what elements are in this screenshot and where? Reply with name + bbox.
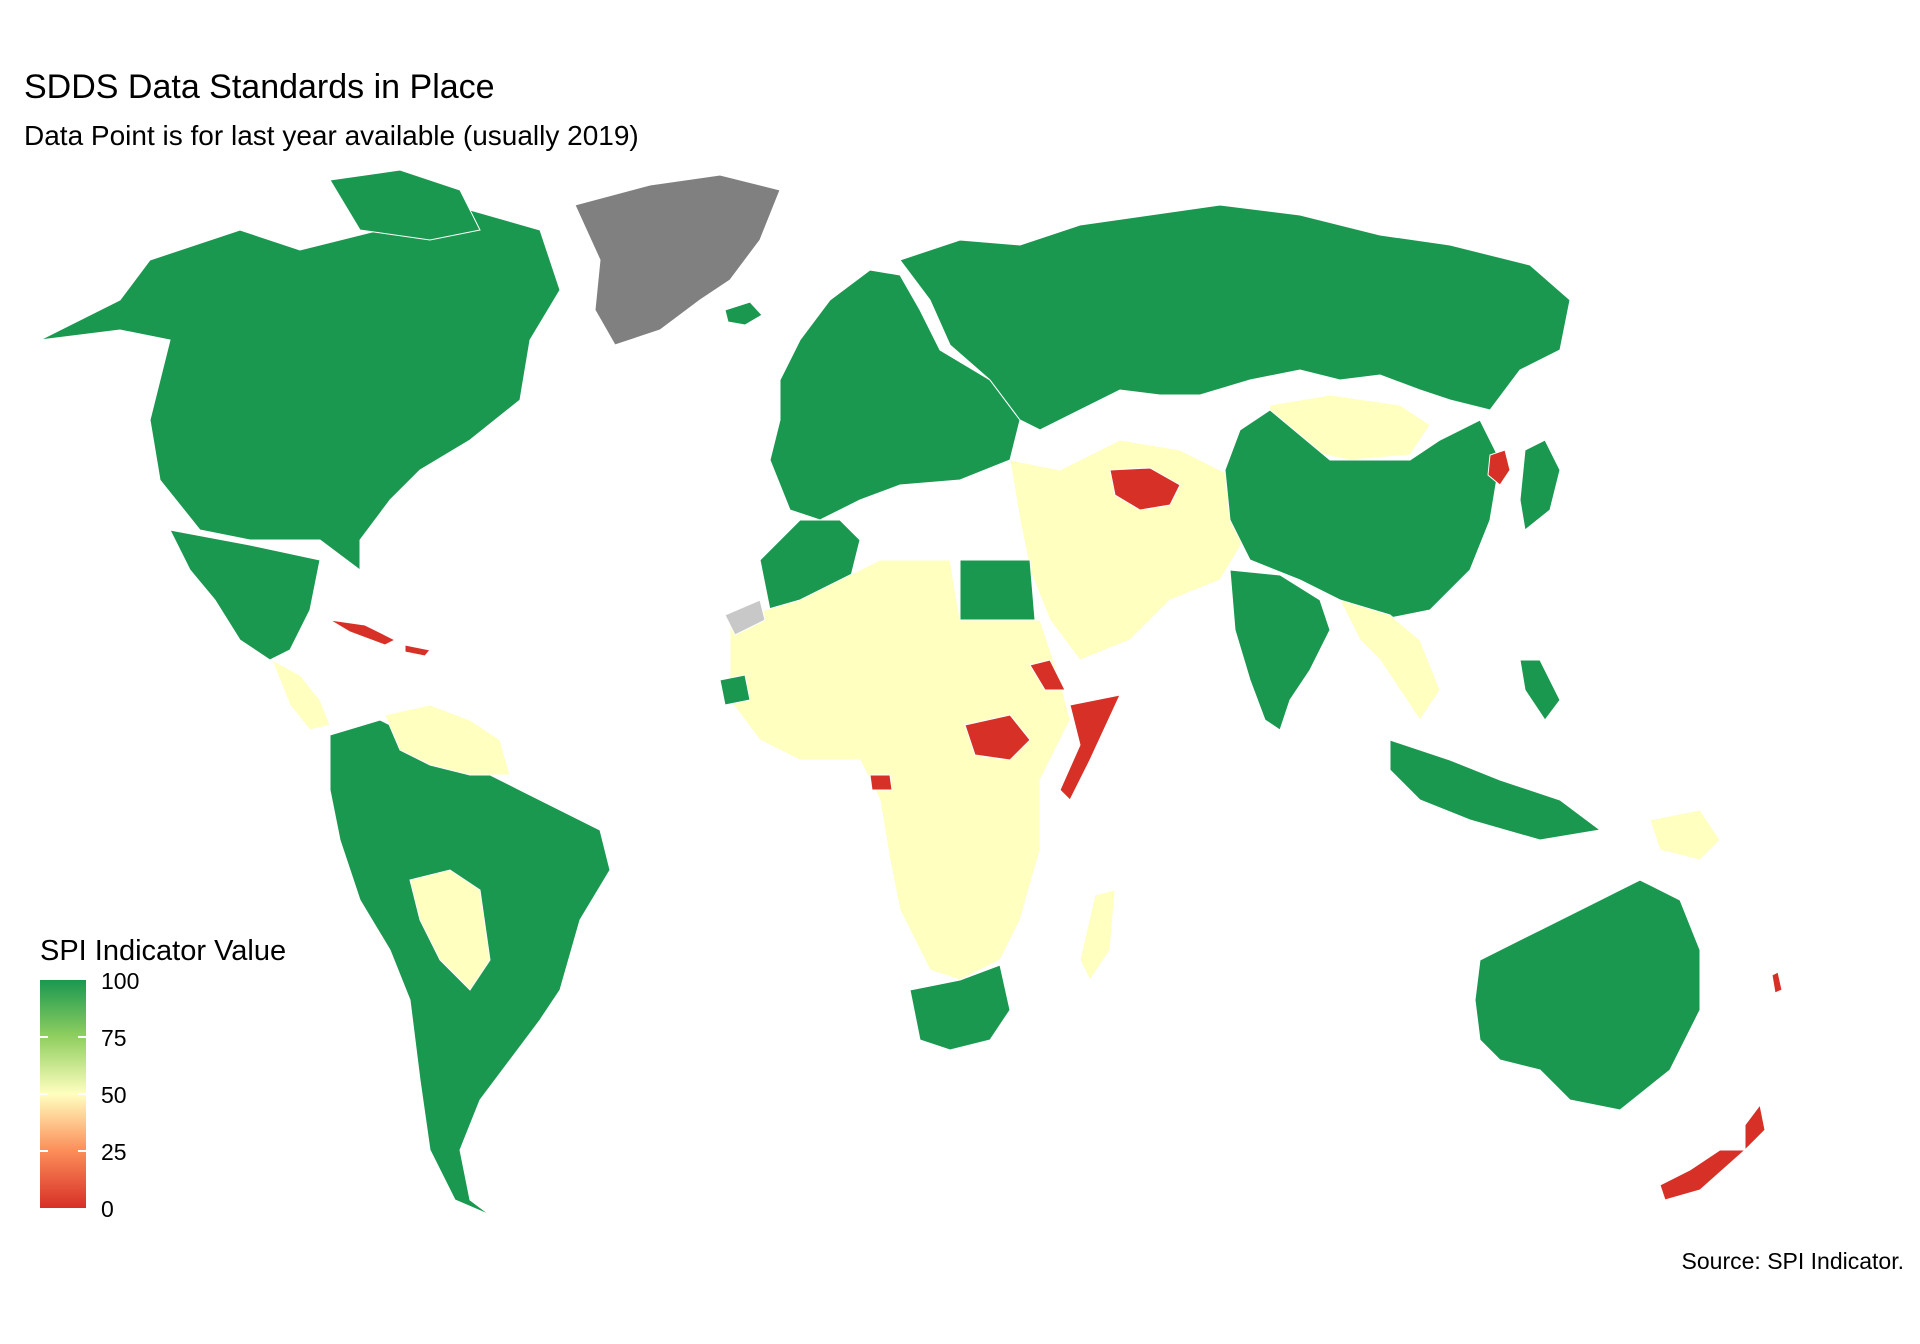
country-southern-africa-34 (909, 964, 1011, 1051)
country-gabon-33 (869, 774, 893, 791)
country-africa-sahel-central-27 (729, 559, 1071, 981)
country-somalia-32 (1059, 694, 1121, 801)
legend-title: SPI Indicator Value (40, 935, 287, 967)
country-mexico-central-2 (169, 529, 321, 661)
country-indonesia-philippines-20 (1389, 659, 1602, 841)
country-venezuela-guyanas-6 (384, 704, 511, 776)
country-eritrea-30 (1029, 659, 1066, 691)
legend-tick-0: 0 (101, 1196, 114, 1222)
country-bolivia-paraguay-7 (409, 869, 491, 991)
source-caption: Source: SPI Indicator. (1681, 1248, 1904, 1274)
country-north-korea-16 (1487, 449, 1511, 486)
country-greenland-8 (574, 174, 781, 346)
country-north-america-1 (329, 169, 481, 241)
country-india-18 (1229, 569, 1331, 731)
legend-color-bar (40, 980, 86, 1208)
legend-tick-75: 75 (101, 1025, 127, 1051)
legend-tick-100: 100 (101, 968, 140, 994)
country-western-sahara-28 (724, 599, 766, 636)
country-china-15 (1224, 409, 1501, 621)
country-southeast-asia-19 (1339, 599, 1441, 721)
legend-tick-50: 50 (101, 1082, 127, 1108)
country-egypt-26 (959, 559, 1036, 621)
country-japan-17 (1519, 439, 1561, 531)
country-australia-22 (1474, 879, 1701, 1111)
country-europe-10 (769, 269, 1021, 521)
country-vanuatu-24 (1771, 971, 1783, 994)
country-turkmenistan-13 (1109, 467, 1181, 511)
country-russia-11 (899, 204, 1571, 431)
country-iceland-9 (724, 301, 763, 326)
country-middle-east-central-asia-12 (1009, 439, 1251, 661)
country-madagascar-35 (1079, 889, 1116, 981)
country-cuba-haiti-4 (329, 619, 431, 657)
country-south-sudan-31 (964, 714, 1031, 761)
map-subtitle: Data Point is for last year available (u… (24, 120, 639, 151)
country-central-small-3 (271, 658, 331, 731)
map-title: SDDS Data Standards in Place (24, 68, 495, 106)
country-north-america-0 (39, 209, 561, 571)
country-new-zealand-23 (1659, 1103, 1766, 1201)
country-png-21 (1649, 809, 1721, 861)
country-senegal-29 (719, 674, 751, 706)
legend-tick-25: 25 (101, 1139, 127, 1165)
